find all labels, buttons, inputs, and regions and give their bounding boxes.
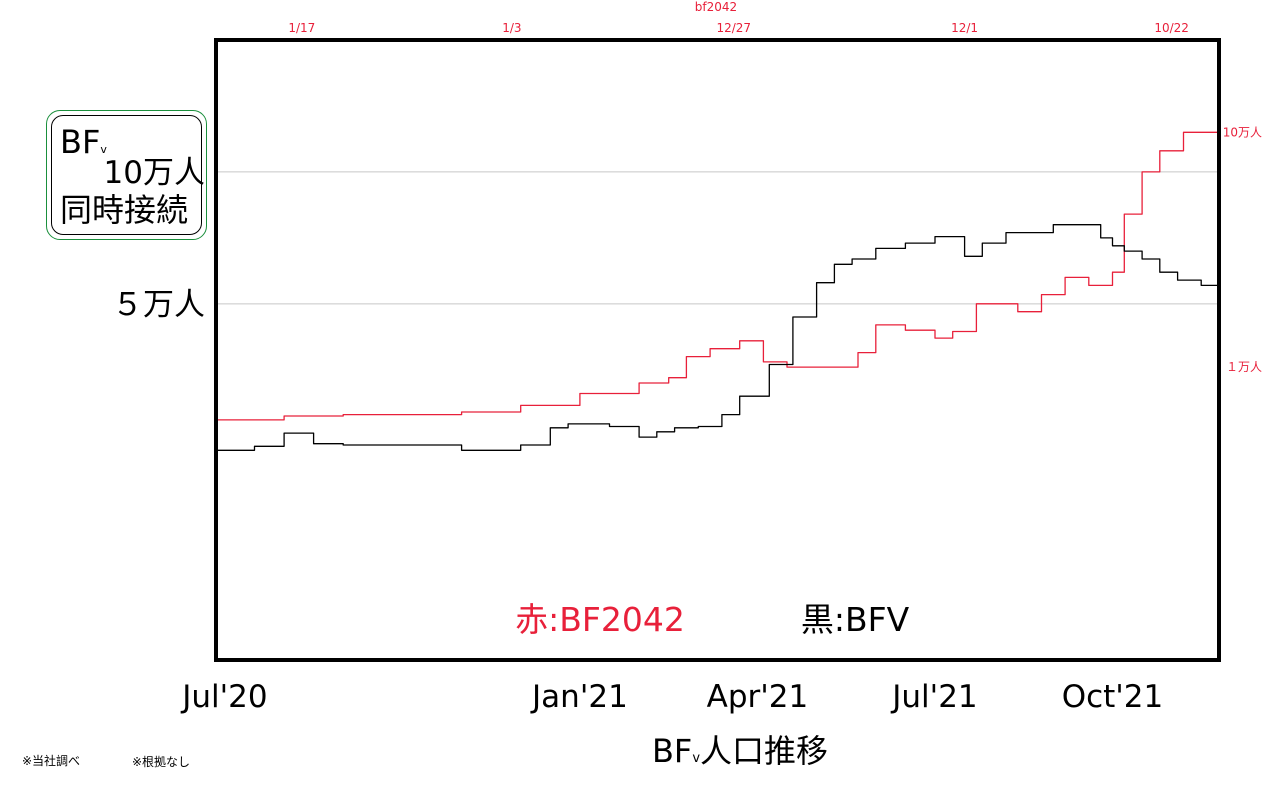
plot-frame — [214, 38, 1221, 662]
right-annotation-0: 10万人 — [1223, 125, 1262, 139]
info-box-inner: BFv 同時接続 — [51, 115, 202, 235]
chart-title-main: BF — [652, 732, 692, 770]
info-box-title-sub: v — [100, 143, 107, 156]
chart-title-sub: v — [692, 751, 700, 766]
x-tick-label-3: Jul'21 — [890, 679, 977, 715]
legend-entry-1: 黒:BFV — [801, 600, 910, 639]
series-line-bf2042 — [216, 131, 1219, 421]
x-tick-labels: Jul'20 Jan'21 Apr'21 Jul'21 Oct'21 — [180, 679, 1163, 715]
top-date-label-3: 12/1 — [951, 21, 978, 35]
right-annotation-1: １万人 — [1226, 360, 1262, 374]
x-tick-label-1: Jan'21 — [530, 679, 628, 715]
series-line-bfv — [216, 224, 1219, 451]
y-tick-labels: 10万人 ５万人 — [104, 155, 205, 323]
x-tick-label-4: Oct'21 — [1062, 679, 1164, 715]
y-tick-label-1: ５万人 — [112, 287, 205, 323]
info-box: BFv 同時接続 — [46, 110, 207, 240]
legend-entry-0: 赤:BF2042 — [515, 600, 685, 639]
chart-title-rest: 人口推移 — [700, 732, 828, 770]
top-date-label-2: 12/27 — [716, 21, 751, 35]
info-box-title: BFv — [60, 126, 107, 158]
right-annotations: 10万人 １万人 — [1223, 125, 1262, 374]
top-date-label-4: 10/22 — [1154, 21, 1189, 35]
y-tick-label-0: 10万人 — [104, 155, 205, 191]
series-lines — [216, 131, 1219, 451]
note-no-basis: ※根拠なし — [132, 755, 191, 769]
chart-title: BFv人口推移 — [652, 732, 828, 770]
top-date-label-0: 1/17 — [288, 21, 315, 35]
legend-text: 赤:BF2042 黒:BFV — [515, 600, 909, 639]
top-series-label: bf2042 — [695, 0, 737, 14]
note-research: ※当社調べ — [22, 754, 81, 768]
grid-lines — [216, 171, 1219, 305]
top-annotations: bf2042 1/17 1/3 12/27 12/1 10/22 — [288, 0, 1189, 35]
info-box-title-main: BF — [60, 123, 101, 161]
top-date-label-1: 1/3 — [502, 21, 521, 35]
x-tick-label-0: Jul'20 — [180, 679, 267, 715]
info-box-subtitle: 同時接続 — [60, 191, 189, 229]
x-tick-label-2: Apr'21 — [707, 679, 809, 715]
